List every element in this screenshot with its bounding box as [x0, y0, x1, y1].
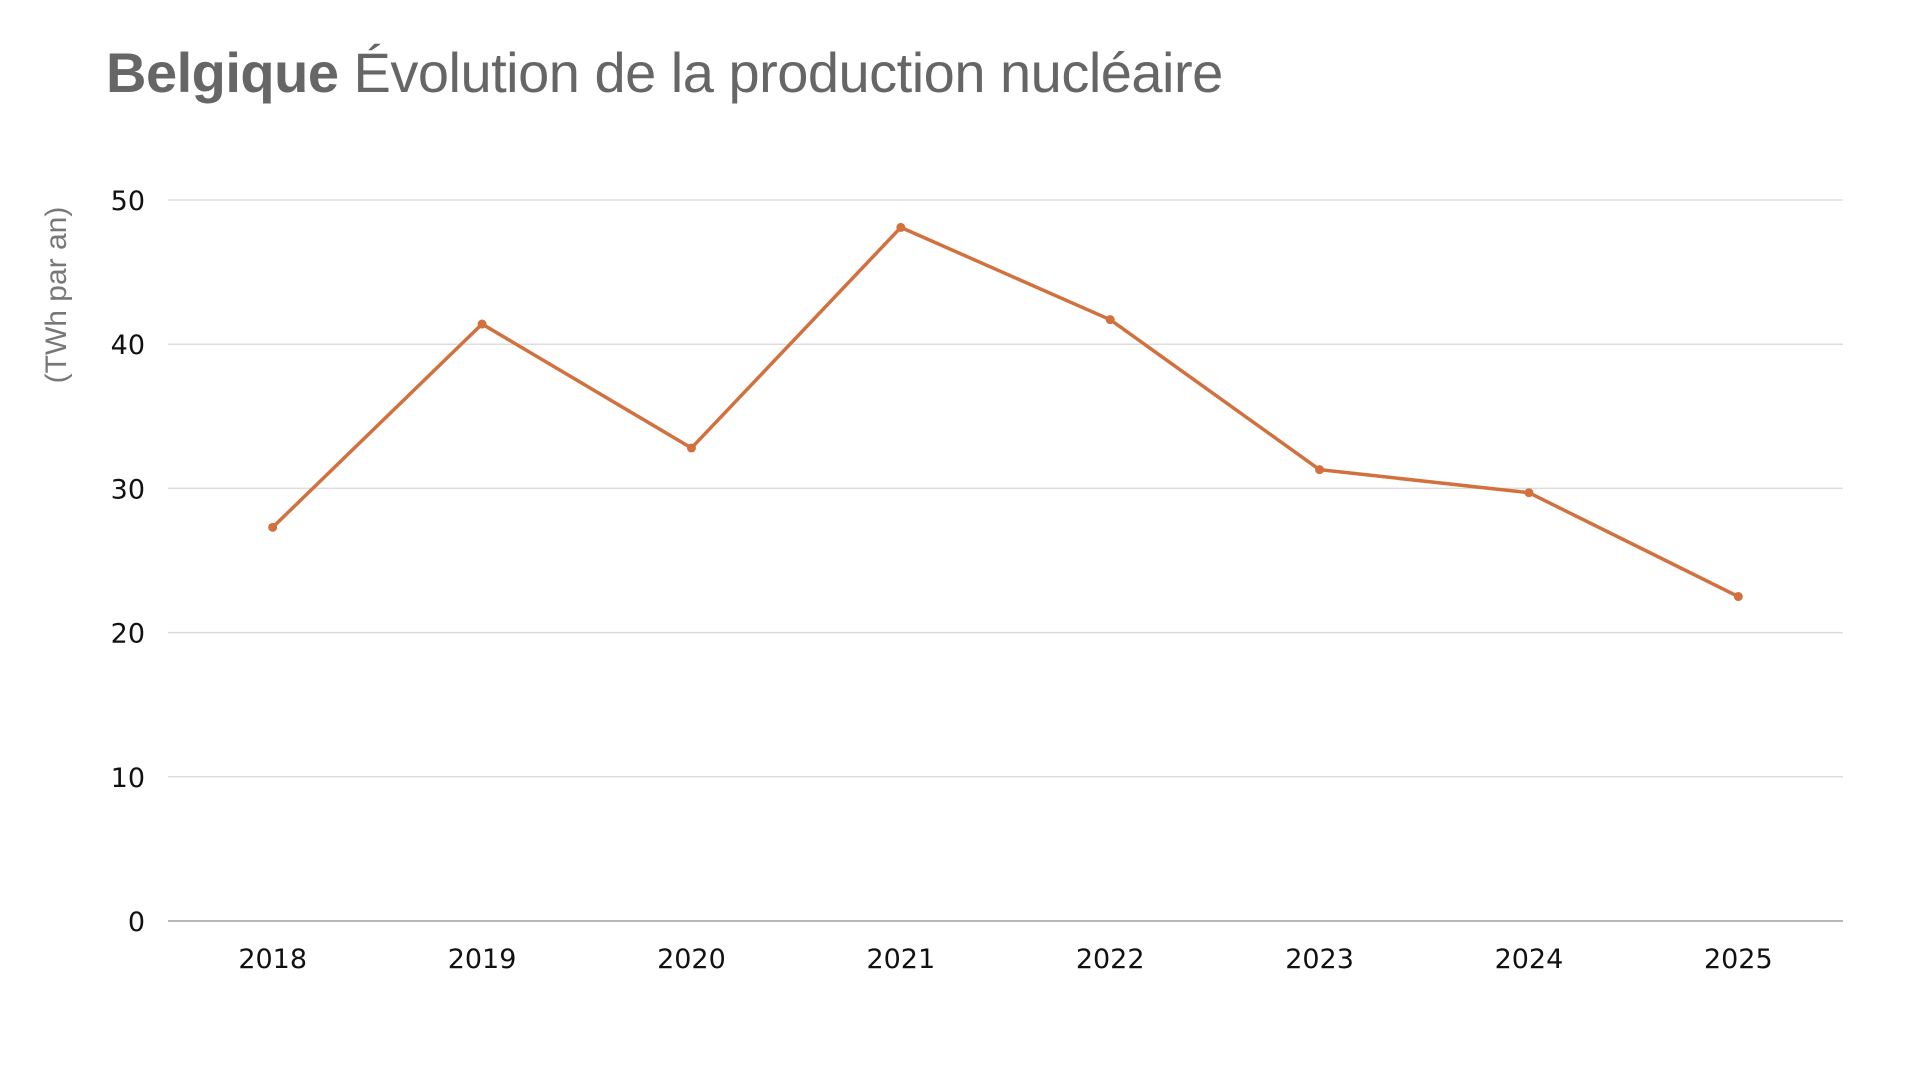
x-tick-label: 2021: [866, 944, 935, 975]
data-point-2019: [477, 319, 487, 329]
chart-title-text: Évolution de la production nucléaire: [353, 41, 1224, 104]
data-point-2020: [686, 443, 696, 453]
x-tick-label: 2020: [657, 944, 726, 975]
data-point-2024: [1524, 488, 1534, 498]
y-tick-label: 40: [111, 330, 145, 361]
y-tick-label: 10: [111, 763, 145, 794]
y-tick-label: 20: [111, 619, 145, 650]
chart-title: Belgique Évolution de la production nucl…: [106, 40, 1223, 105]
x-tick-label: 2018: [238, 944, 307, 975]
x-tick-label: 2025: [1704, 944, 1773, 975]
series-line: [270, 225, 1741, 599]
gridlines: [168, 199, 1843, 922]
y-tick-labels: 0 10 20 30 40 50: [111, 186, 145, 938]
x-tick-label: 2023: [1285, 944, 1354, 975]
data-point-2018: [268, 522, 278, 532]
x-tick-label: 2024: [1495, 944, 1564, 975]
data-point-2021: [896, 222, 906, 232]
series-group: [268, 222, 1743, 602]
data-point-2023: [1315, 465, 1325, 475]
x-tick-label: 2019: [448, 944, 517, 975]
y-tick-label: 50: [111, 186, 145, 217]
data-point-2025: [1733, 592, 1743, 602]
x-tick-labels: 2018 2019 2020 2021 2022 2023 2024 2025: [238, 944, 1772, 975]
y-tick-label: 0: [128, 907, 145, 938]
x-tick-label: 2022: [1076, 944, 1145, 975]
chart-title-country: Belgique: [106, 41, 339, 104]
data-point-2022: [1105, 315, 1115, 325]
y-axis-title: (TWh par an): [40, 207, 73, 384]
y-tick-label: 30: [111, 474, 145, 505]
